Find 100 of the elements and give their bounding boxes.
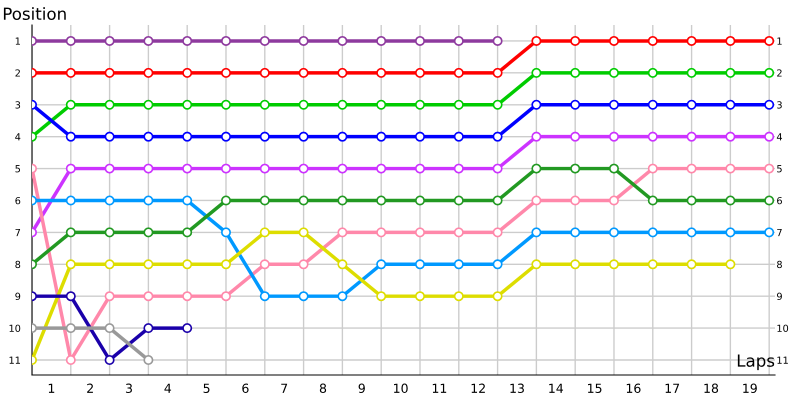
y-tick-label: 9	[15, 292, 20, 300]
x-tick-label: 11	[432, 384, 446, 393]
point	[104, 68, 115, 78]
point	[260, 36, 270, 46]
point	[220, 291, 231, 302]
point	[66, 323, 76, 334]
point	[454, 227, 464, 238]
x-tick-label: 12	[472, 384, 485, 393]
point	[764, 164, 774, 174]
point	[260, 100, 270, 110]
point	[182, 323, 192, 334]
point	[492, 227, 503, 238]
point	[686, 227, 697, 238]
point	[104, 291, 115, 302]
point	[492, 164, 503, 174]
point	[686, 36, 697, 46]
point	[725, 36, 736, 46]
point	[143, 36, 154, 46]
point	[182, 195, 192, 206]
point	[531, 100, 542, 110]
point	[764, 68, 774, 78]
point	[608, 36, 619, 46]
y-tick-label: 6	[15, 196, 20, 204]
y-tick-label: 1	[16, 38, 20, 45]
point	[298, 227, 309, 238]
y2-tick-label: 6	[777, 196, 782, 204]
point	[337, 291, 348, 302]
x-tick-label: 7	[281, 384, 288, 393]
point	[492, 36, 503, 46]
point	[66, 291, 76, 302]
x-tick-label: 1	[48, 384, 54, 393]
point	[104, 227, 115, 238]
point	[492, 68, 503, 78]
y-tick-label: 3	[15, 101, 20, 109]
point	[570, 227, 580, 238]
point	[531, 164, 542, 174]
y-tick-label: 8	[15, 260, 20, 268]
x-tick-label: 16	[626, 384, 641, 394]
point	[376, 195, 386, 206]
point	[220, 68, 231, 78]
x-tick-label: 9	[358, 384, 365, 394]
point	[648, 132, 658, 142]
point	[376, 227, 386, 238]
point	[531, 36, 542, 46]
point	[143, 259, 154, 270]
point	[414, 227, 425, 238]
point	[725, 259, 736, 270]
point	[414, 68, 425, 78]
point	[182, 36, 192, 46]
point	[725, 132, 736, 142]
point	[648, 195, 658, 206]
point	[143, 68, 154, 78]
point	[376, 132, 386, 142]
point	[143, 355, 154, 366]
point	[260, 68, 270, 78]
point	[414, 259, 425, 270]
point	[414, 164, 425, 174]
point	[66, 195, 76, 206]
x-tick-label: 18	[704, 384, 718, 394]
point	[531, 259, 542, 270]
point	[454, 36, 464, 46]
point	[686, 132, 697, 142]
point	[337, 227, 348, 238]
point	[570, 259, 580, 270]
x-tick-label: 15	[588, 384, 602, 394]
point	[725, 195, 736, 206]
point	[66, 100, 76, 110]
point	[260, 291, 270, 302]
point	[104, 259, 115, 270]
point	[608, 68, 619, 78]
point	[454, 291, 464, 302]
point	[143, 195, 154, 206]
y-tick-label: 4	[15, 133, 20, 140]
point	[531, 68, 542, 78]
point	[104, 195, 115, 206]
point	[454, 164, 464, 174]
point	[648, 36, 658, 46]
point	[337, 68, 348, 78]
point	[376, 68, 386, 78]
point	[492, 291, 503, 302]
point	[337, 164, 348, 174]
point	[531, 227, 542, 238]
point	[143, 132, 154, 142]
y-tick-label: 7	[16, 228, 20, 236]
x-tick-label: 2	[87, 384, 93, 393]
point	[298, 291, 309, 302]
point	[608, 227, 619, 238]
point	[454, 132, 464, 142]
point	[414, 291, 425, 302]
point	[686, 195, 697, 206]
point	[220, 100, 231, 110]
point	[104, 355, 115, 366]
point	[66, 68, 76, 78]
point	[104, 36, 115, 46]
y2-tick-label: 9	[777, 292, 782, 300]
point	[104, 132, 115, 142]
point	[260, 195, 270, 206]
point	[337, 36, 348, 46]
point	[66, 36, 76, 46]
point	[570, 68, 580, 78]
